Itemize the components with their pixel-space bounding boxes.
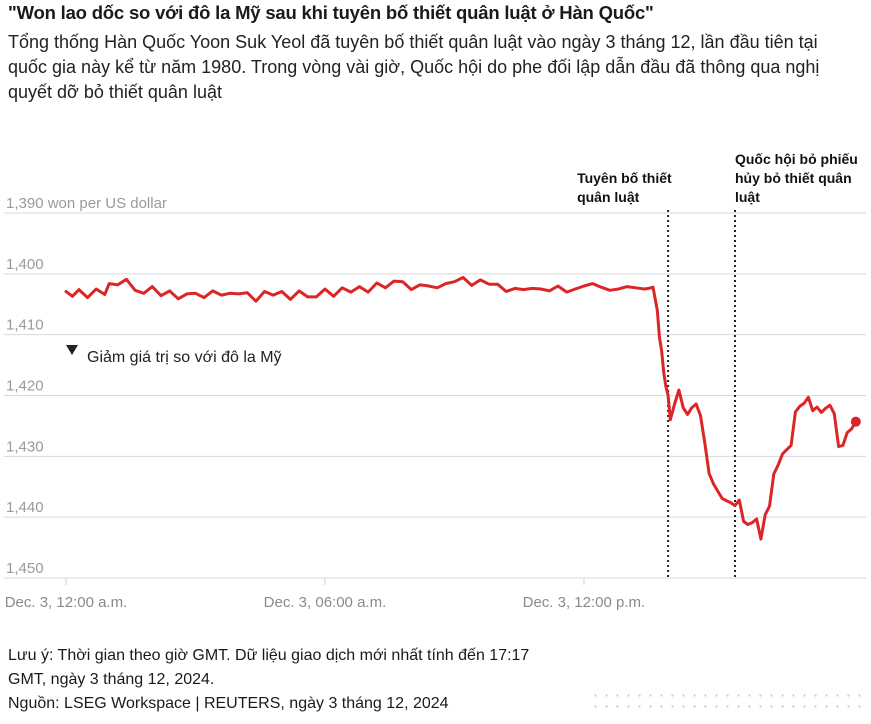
series-line-layer	[64, 276, 861, 541]
x-axis: Dec. 3, 12:00 a.m. Dec. 3, 06:00 a.m. Dec.…	[5, 578, 646, 611]
chart-title: "Won lao dốc so với đô la Mỹ sau khi tuy…	[8, 2, 654, 23]
direction-indicator: Giảm giá trị so với đô la Mỹ	[66, 345, 282, 366]
y-tick-label: 1,400	[6, 256, 44, 273]
y-tick-label: 1,450	[6, 560, 44, 577]
y-tick-label: 1,440	[6, 499, 44, 516]
y-tick-label: 1,410	[6, 317, 44, 334]
latest-value-point	[850, 416, 861, 427]
gridlines	[4, 212, 866, 579]
x-tick-label: Dec. 3, 06:00 a.m.	[264, 594, 387, 611]
line-chart: Dec. 3, 12:00 a.m. Dec. 3, 06:00 a.m. Dec.…	[4, 151, 866, 611]
x-tick-label: Dec. 3, 12:00 p.m.	[523, 594, 646, 611]
decorative-dot-grid	[590, 690, 866, 714]
event-annotation-label: Tuyên bố thiết quân luật	[577, 170, 672, 205]
direction-label: Giảm giá trị so với đô la Mỹ	[87, 349, 282, 366]
y-tick-label: 1,390 won per US dollar	[6, 195, 167, 212]
chart-subtitle: Tổng thống Hàn Quốc Yoon Suk Yeol đã tuy…	[8, 32, 820, 102]
footnote: Lưu ý: Thời gian theo giờ GMT. Dữ liệu g…	[8, 647, 530, 688]
source-line: Nguồn: LSEG Workspace | REUTERS, ngày 3 …	[8, 695, 449, 712]
down-triangle-icon	[66, 345, 78, 355]
y-axis: 1,390 won per US dollar 1,400 1,410 1,420 1,…	[6, 195, 167, 577]
y-tick-label: 1,430	[6, 438, 44, 455]
series-line	[64, 276, 858, 541]
event-annotation-label: Quốc hội bỏ phiếu hủy bỏ thiết quân luật	[735, 151, 858, 205]
x-tick-label: Dec. 3, 12:00 a.m.	[5, 594, 128, 611]
event-annotations: Tuyên bố thiết quân luật Quốc hội bỏ phiếu…	[577, 151, 858, 578]
y-tick-label: 1,420	[6, 378, 44, 395]
